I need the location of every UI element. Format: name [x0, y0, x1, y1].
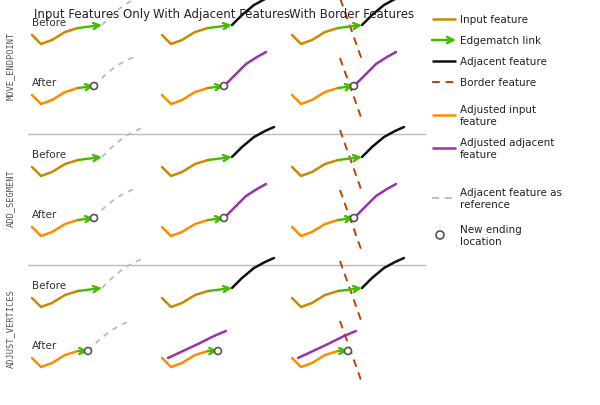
Text: With Border Features: With Border Features	[289, 8, 415, 21]
Text: Edgematch link: Edgematch link	[460, 36, 541, 46]
Text: Before: Before	[32, 149, 66, 160]
Text: After: After	[32, 340, 57, 350]
Circle shape	[350, 215, 358, 222]
Text: New ending
location: New ending location	[460, 224, 522, 247]
Text: Adjusted input
feature: Adjusted input feature	[460, 104, 536, 127]
Text: Adjacent feature as
reference: Adjacent feature as reference	[460, 188, 562, 210]
Circle shape	[344, 347, 352, 355]
Text: After: After	[32, 78, 57, 88]
Text: MOVE_ENDPOINT: MOVE_ENDPOINT	[5, 32, 14, 100]
Text: ADD_SEGMENT: ADD_SEGMENT	[5, 169, 14, 226]
Text: Input feature: Input feature	[460, 15, 528, 25]
Text: Border feature: Border feature	[460, 78, 536, 88]
Text: After: After	[32, 209, 57, 220]
Text: Before: Before	[32, 18, 66, 28]
Circle shape	[85, 347, 92, 355]
Text: Adjusted adjacent
feature: Adjusted adjacent feature	[460, 137, 554, 160]
Text: Before: Before	[32, 280, 66, 290]
Circle shape	[436, 231, 444, 239]
Text: Adjacent feature: Adjacent feature	[460, 57, 547, 67]
Circle shape	[215, 347, 221, 355]
Text: Input Features Only: Input Features Only	[34, 8, 150, 21]
Circle shape	[91, 83, 98, 90]
Text: With Adjacent Features: With Adjacent Features	[154, 8, 290, 21]
Circle shape	[91, 215, 98, 222]
Circle shape	[221, 215, 227, 222]
Circle shape	[350, 83, 358, 90]
Text: ADJUST_VERTICES: ADJUST_VERTICES	[5, 289, 14, 367]
Circle shape	[221, 83, 227, 90]
